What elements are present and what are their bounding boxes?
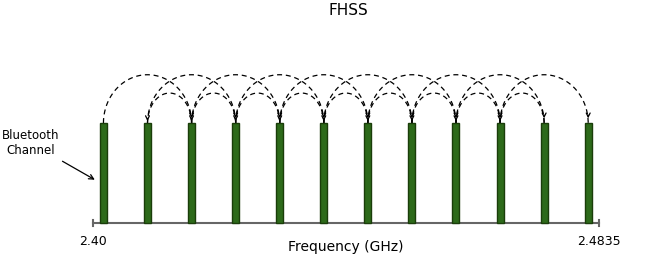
Text: Bluetooth
Channel: Bluetooth Channel [2, 129, 93, 179]
Bar [541, 123, 548, 223]
Bar [453, 123, 459, 223]
Text: FHSS: FHSS [328, 3, 369, 18]
Bar [585, 123, 592, 223]
Bar [144, 123, 151, 223]
Bar [409, 123, 415, 223]
Bar [188, 123, 195, 223]
Bar [497, 123, 503, 223]
Text: Frequency (GHz): Frequency (GHz) [288, 240, 403, 254]
Text: 2.4835: 2.4835 [577, 235, 621, 248]
Bar [365, 123, 371, 223]
Bar [232, 123, 239, 223]
Bar [100, 123, 107, 223]
Bar [320, 123, 327, 223]
Text: 2.40: 2.40 [79, 235, 106, 248]
Bar [276, 123, 283, 223]
